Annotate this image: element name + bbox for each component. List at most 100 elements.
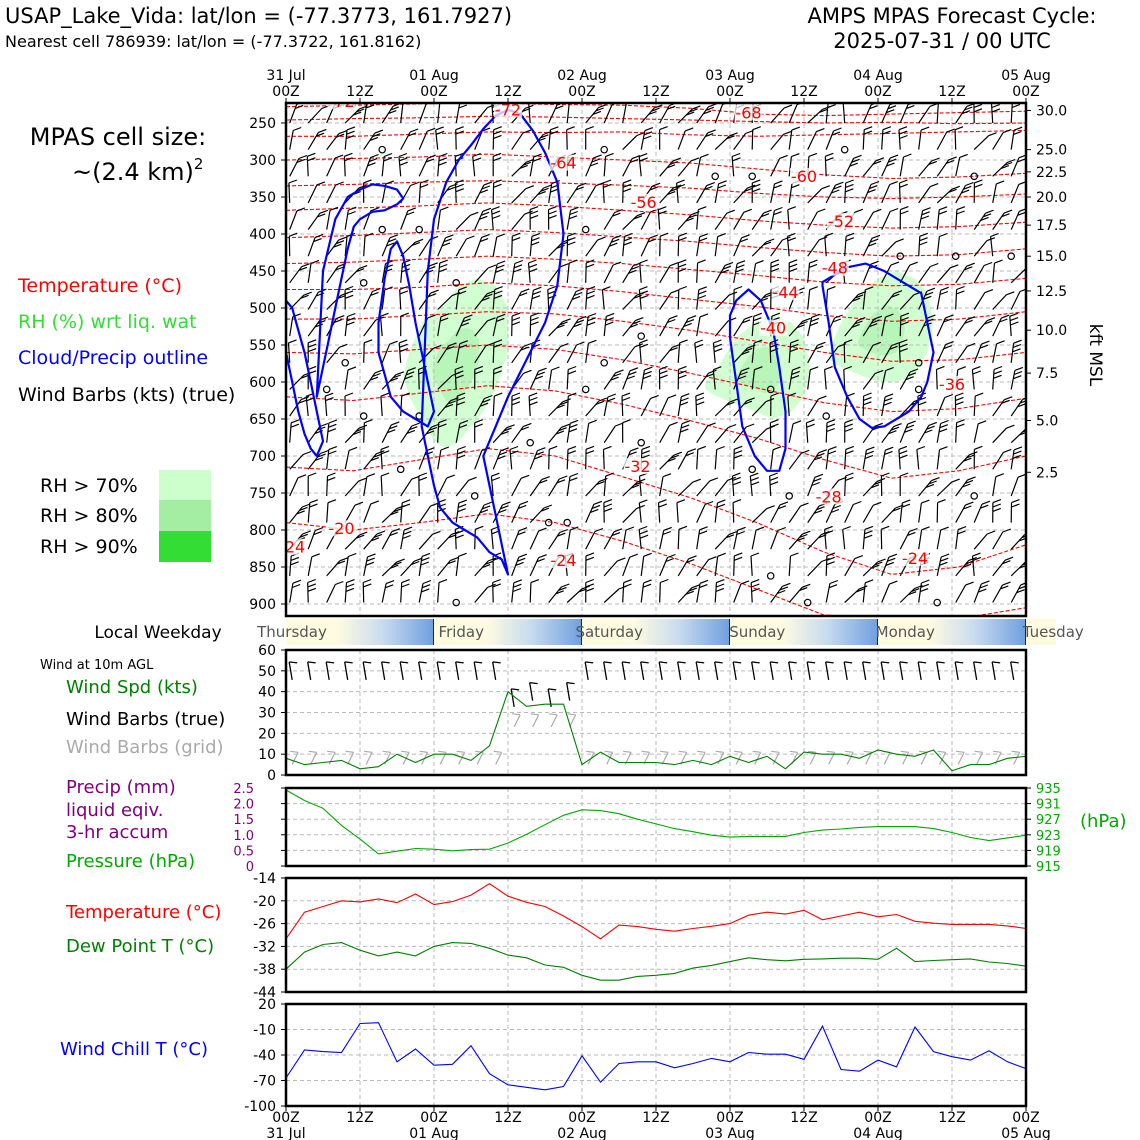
wind-barb <box>603 528 623 550</box>
wind-barb <box>511 553 528 577</box>
wind-barb <box>418 472 428 497</box>
kft-tick-label: 22.5 <box>1036 165 1067 181</box>
wind-barb <box>381 505 405 524</box>
wind-barb <box>1010 561 1026 577</box>
wind-barb <box>492 424 515 444</box>
wind-barb <box>973 317 996 337</box>
wind-barb <box>455 211 479 231</box>
wind-barb <box>529 184 552 204</box>
wind-barb <box>844 232 855 257</box>
wind-barb <box>733 184 756 204</box>
wind-barb <box>992 291 1015 310</box>
wind-barb <box>936 393 954 417</box>
wind-barb <box>621 392 631 417</box>
kft-tick-label: 30.0 <box>1036 103 1067 119</box>
wind-barb <box>696 526 708 550</box>
wind-barb <box>824 232 834 257</box>
wind-barb <box>380 472 390 497</box>
wind-barb <box>677 555 697 577</box>
series-line <box>285 789 1027 855</box>
grid-wind-barb <box>290 750 299 765</box>
wind-barb <box>992 473 1005 497</box>
wind-barb <box>566 232 576 257</box>
wind-barb <box>639 339 649 363</box>
wind-barb <box>899 261 918 284</box>
wind-barb <box>437 474 455 497</box>
wind-barb <box>326 343 348 364</box>
weekday-cell <box>582 619 730 645</box>
wind-barb <box>307 449 329 470</box>
isotherm <box>286 385 1026 479</box>
wind-barb <box>511 232 521 257</box>
wind-barb <box>344 392 354 417</box>
wind-barb <box>639 259 648 283</box>
wind-barb <box>437 419 447 443</box>
wind-barb <box>622 553 638 577</box>
wind-barb <box>770 582 791 603</box>
wind-barb <box>992 314 1010 337</box>
wind-barb <box>807 259 818 283</box>
wind-barb <box>585 552 595 576</box>
wind-barb <box>363 369 384 390</box>
wind-barb <box>603 152 614 177</box>
wind-barb <box>731 152 741 177</box>
wind-barb <box>326 557 349 577</box>
wind-barb <box>936 156 957 177</box>
wind-barb <box>548 180 560 203</box>
isotherm <box>286 344 1026 413</box>
wind-barb <box>400 422 421 444</box>
wind-barb <box>566 526 579 550</box>
surface-wind-barb <box>714 661 723 680</box>
wind-barb <box>455 499 468 523</box>
weekday-cell <box>730 619 878 645</box>
calm-wind-circle <box>600 358 609 367</box>
wind-barb <box>585 397 608 417</box>
wind-barb <box>566 341 585 364</box>
wind-barb <box>529 367 547 390</box>
pressure-tick-label: 800 <box>249 523 276 539</box>
wind-barb <box>733 580 750 603</box>
wind-barb <box>289 474 307 497</box>
legend-entry: RH (%) wrt liq. wat <box>18 311 197 333</box>
weekday-label: Local Weekday <box>94 623 221 643</box>
calm-wind-circle <box>378 225 387 234</box>
wind-barb <box>770 392 780 417</box>
pressure-tick-label: 931 <box>1036 798 1061 813</box>
wind-barb <box>640 127 654 150</box>
wind-barb <box>714 579 725 603</box>
wind-barb <box>862 157 885 177</box>
isotherm-label-bg <box>734 104 763 121</box>
precip-tick-label: 1.0 <box>233 829 254 844</box>
isotherm-label-bg <box>820 259 849 276</box>
wind-barb <box>324 392 334 417</box>
precip-tick-label: 1.5 <box>233 813 254 828</box>
isotherm-label: -36 <box>939 375 965 394</box>
pressure-legend-entry: liquid eqiv. <box>66 800 163 821</box>
wind-barb <box>677 127 694 150</box>
wind-barb <box>509 445 519 470</box>
wind-barb <box>714 552 726 576</box>
wind-barb <box>696 369 717 390</box>
surface-wind-barb <box>973 661 982 680</box>
wind-barb <box>511 422 532 444</box>
wind-barb <box>491 206 501 230</box>
wind-barb <box>881 261 900 284</box>
wind-barb <box>289 503 311 523</box>
wind-barb <box>899 206 909 230</box>
wind-barb <box>363 339 373 363</box>
wind-barb <box>640 394 659 417</box>
wind-barb <box>844 472 854 497</box>
wind-barb <box>696 556 717 577</box>
wind-barb <box>992 340 1005 363</box>
kft-tick-label: 7.5 <box>1036 366 1058 382</box>
wind-barb <box>788 339 799 363</box>
wind-barb <box>307 526 324 550</box>
wind-barb <box>973 289 994 310</box>
isotherm-label-bg <box>938 375 966 392</box>
wind-barb <box>437 499 446 523</box>
wind-barb <box>751 312 763 337</box>
wind-barb <box>677 285 688 310</box>
wind-barb <box>307 553 321 577</box>
wind-barb <box>788 552 799 576</box>
wind-barb <box>749 472 760 497</box>
